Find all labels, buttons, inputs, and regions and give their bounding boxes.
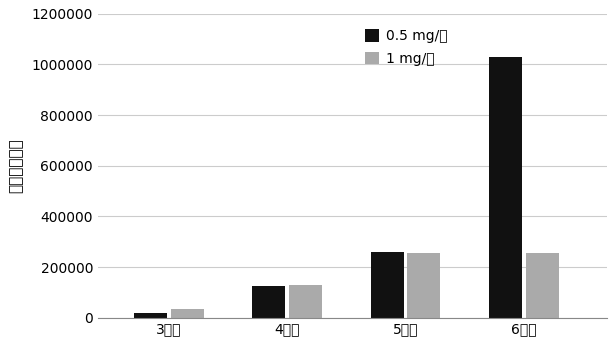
Bar xyxy=(134,313,167,318)
Legend: 0.5 mg/只, 1 mg/只: 0.5 mg/只, 1 mg/只 xyxy=(359,24,453,71)
Bar xyxy=(371,253,404,318)
Y-axis label: 血清稀释倍数: 血清稀释倍数 xyxy=(9,138,23,193)
Bar xyxy=(252,286,285,318)
Bar xyxy=(171,309,204,318)
Bar xyxy=(489,57,522,318)
Bar xyxy=(526,253,559,318)
Bar xyxy=(289,285,322,318)
Bar xyxy=(407,253,440,318)
